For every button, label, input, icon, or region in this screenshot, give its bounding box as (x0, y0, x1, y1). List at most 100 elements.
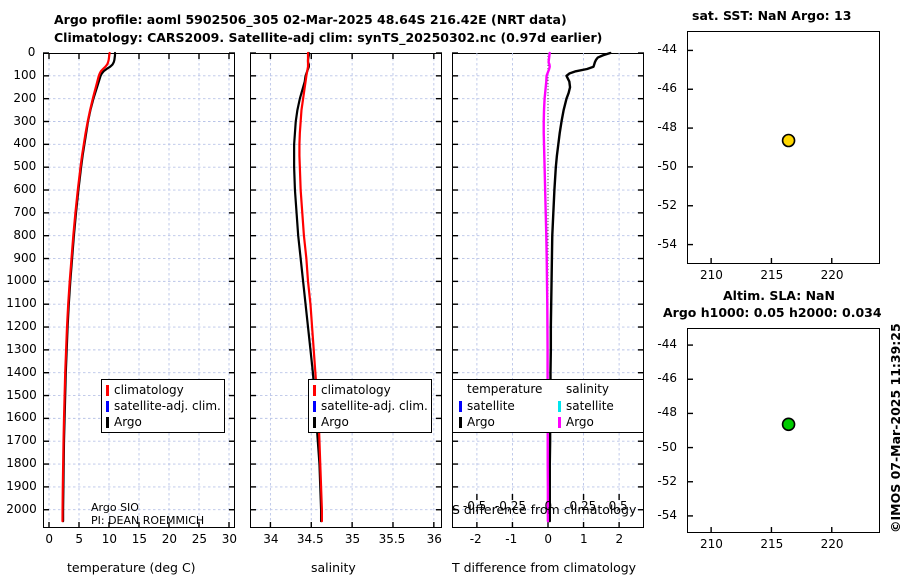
y-axis-tick-label: 1700 (6, 433, 37, 448)
sst-map-title: sat. SST: NaN Argo: 13 (692, 8, 852, 23)
legend-label: satellite (467, 399, 515, 413)
salinity-profile-plot (250, 51, 442, 528)
salinity-legend: climatology satellite-adj. clim. Argo (308, 379, 432, 433)
map-y-tick-label: -48 (657, 405, 677, 420)
x-axis-tick-label: 1 (579, 532, 588, 546)
float-position-marker (781, 417, 796, 432)
legend-label: Argo (321, 415, 349, 429)
annotation-argo-sio: Argo SIO (91, 501, 139, 514)
y-axis-tick-label: 600 (13, 182, 37, 197)
legend-item: satellite-adj. clim. (313, 398, 428, 414)
y-axis-tick-label: 0 (27, 45, 36, 59)
map-y-tick-label: -44 (657, 42, 677, 57)
x-axis-tick-label: 34.5 (296, 532, 324, 546)
y-axis-tick-label: 1900 (6, 478, 37, 493)
temperature-profile-plot (43, 51, 235, 528)
difference-legend: temperature satellite Argo salinity sate… (452, 379, 644, 433)
x-axis-tick-label: 36 (426, 532, 442, 546)
legend-swatch-climatology (106, 384, 109, 396)
legend-swatch-s-argo (558, 416, 561, 428)
sla-map-plot (687, 344, 833, 533)
map-y-tick-label: -46 (657, 371, 677, 386)
map-y-tick-label: -54 (657, 236, 677, 251)
map-x-tick-label: 210 (700, 537, 723, 551)
y-axis-tick-label: 900 (13, 250, 37, 265)
temperature-legend: climatology satellite-adj. clim. Argo (101, 379, 225, 433)
annotation-pi: PI: DEAN ROEMMICH (91, 514, 205, 527)
y-axis-tick-label: 1400 (6, 364, 37, 379)
map-y-tick-label: -46 (657, 81, 677, 96)
y-axis-tick-label: 200 (13, 90, 37, 105)
salinity-xaxis-label: salinity (311, 560, 356, 575)
legend-label: satellite (566, 399, 614, 413)
temperature-xaxis-label: temperature (deg C) (67, 560, 196, 575)
difference-profile-plot (452, 51, 644, 528)
salinity-profile-panel (250, 53, 442, 528)
copyright-label: ©IMOS 07-Mar-2025 11:39:25 (888, 323, 900, 533)
x-axis-tick-label: 15 (131, 532, 148, 546)
sla-map-title-line2: Argo h1000: 0.05 h2000: 0.034 (663, 305, 882, 320)
page-title-line1: Argo profile: aoml 5902506_305 02-Mar-20… (54, 12, 567, 27)
sla-map-title-line1: Altim. SLA: NaN (723, 288, 835, 303)
map-y-tick-label: -54 (657, 507, 677, 522)
x-axis-tick-label: 5 (75, 532, 84, 546)
y-axis-tick-label: 500 (13, 159, 37, 174)
y-axis-tick-label: 1200 (6, 319, 37, 334)
x-axis-tick-label: 0 (45, 532, 54, 546)
salinity-difference-xaxis-label: S difference from climatology (452, 502, 637, 517)
salinity-axis-tick-label: 0,25 (569, 499, 597, 513)
float-position-marker (781, 133, 796, 148)
x-axis-tick-label: 10 (101, 532, 118, 546)
x-axis-tick-label: 0 (544, 532, 553, 546)
sla-map-panel (687, 328, 880, 533)
legend-swatch-s-satellite (558, 400, 561, 412)
map-y-tick-label: -52 (657, 473, 677, 488)
temperature-difference-xaxis-label: T difference from climatology (452, 560, 637, 575)
x-axis-tick-label: 2 (615, 532, 624, 546)
legend-header-temperature: temperature (467, 382, 543, 396)
legend-label: satellite-adj. clim. (321, 399, 428, 413)
legend-item: Argo (558, 414, 614, 430)
y-axis-tick-label: 800 (13, 227, 37, 242)
map-x-tick-label: 220 (820, 537, 844, 551)
legend-label: satellite-adj. clim. (114, 399, 221, 413)
map-x-tick-label: 215 (760, 537, 784, 551)
map-y-tick-label: -50 (657, 439, 677, 454)
legend-label: climatology (321, 383, 391, 397)
y-axis-tick-label: 700 (13, 204, 37, 219)
legend-swatch-argo (313, 416, 316, 428)
page-title-line2: Climatology: CARS2009. Satellite-adj cli… (54, 30, 603, 45)
salinity-axis-tick-label: -0,25 (494, 499, 526, 513)
x-axis-tick-label: 30 (221, 532, 238, 546)
legend-swatch-argo (106, 416, 109, 428)
map-y-tick-label: -44 (657, 337, 677, 352)
legend-item: Argo (106, 414, 220, 430)
y-axis-tick-label: 1300 (6, 341, 37, 356)
y-axis-tick-label: 100 (13, 67, 37, 82)
legend-swatch-t-satellite (459, 400, 462, 412)
y-axis-tick-label: 1100 (6, 296, 37, 311)
legend-swatch-satellite-adj-clim (106, 400, 109, 412)
x-axis-tick-label: 20 (161, 532, 178, 546)
salinity-axis-tick-label: 0 (544, 499, 553, 513)
legend-header-salinity: salinity (566, 382, 610, 396)
map-y-tick-label: -50 (657, 158, 677, 173)
salinity-axis-tick-label: 0,5 (608, 499, 628, 513)
legend-swatch-t-argo (459, 416, 462, 428)
legend-swatch-satellite-adj-clim (313, 400, 316, 412)
x-axis-tick-label: 35.5 (378, 532, 406, 546)
map-y-tick-label: -52 (657, 197, 677, 212)
legend-label: climatology (114, 383, 184, 397)
legend-swatch-climatology (313, 384, 316, 396)
legend-label: Argo (114, 415, 142, 429)
y-axis-tick-label: 1000 (6, 273, 37, 288)
y-axis-tick-label: 400 (13, 136, 37, 151)
legend-label: Argo (566, 415, 594, 429)
y-axis-tick-label: 1800 (6, 456, 37, 471)
y-axis-tick-label: 1500 (6, 387, 37, 402)
legend-label: Argo (467, 415, 495, 429)
legend-item: satellite-adj. clim. (106, 398, 221, 414)
map-x-tick-label: 210 (700, 268, 723, 282)
sst-map-panel (687, 31, 880, 264)
legend-item: satellite (459, 398, 542, 414)
